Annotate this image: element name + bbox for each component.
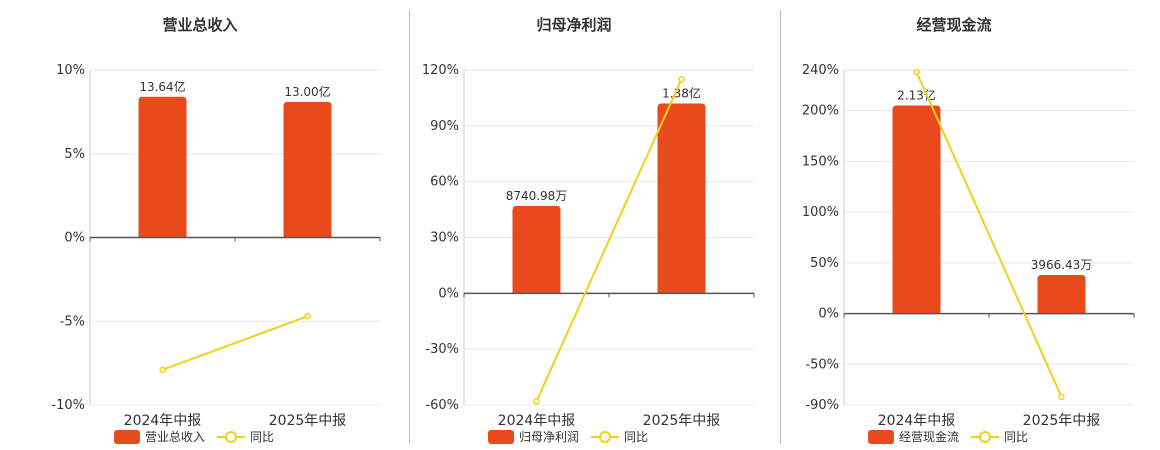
chart-svg: 10% 5% 0% -5% -10% 13.64亿 13.00亿 2024年中报 2025年中报 <box>51 63 381 429</box>
y-tick-label: 60% <box>430 175 459 190</box>
bar-data-label: 13.64亿 <box>139 79 185 94</box>
y-tick-label: 0% <box>818 307 839 322</box>
y-tick-label: -10% <box>51 398 85 413</box>
legend-bar-swatch <box>113 429 140 444</box>
x-tick-label: 2025年中报 <box>1023 413 1101 429</box>
legend-line-label: 同比 <box>624 430 649 444</box>
y-tick-label: 0% <box>438 286 459 301</box>
legend-bar-swatch <box>487 429 514 444</box>
chart-title: 归母净利润 <box>536 16 612 34</box>
yoy-point <box>304 312 311 320</box>
y-tick-label: 5% <box>64 147 85 162</box>
legend-bar-label: 归母净利润 <box>518 430 579 444</box>
y-tick-label: 240% <box>802 63 839 78</box>
bar-data-label: 13.00亿 <box>284 84 330 99</box>
legend-bar-label: 经营现金流 <box>898 430 959 444</box>
chart-title: 经营现金流 <box>916 16 992 34</box>
bar-data-label: 3966.43万 <box>1031 258 1093 272</box>
bar <box>657 103 706 294</box>
legend: 经营现金流 同比 <box>754 428 1154 445</box>
x-tick-label: 2024年中报 <box>498 413 576 429</box>
panel-divider <box>780 10 781 444</box>
yoy-point <box>913 68 920 76</box>
bar <box>283 101 332 238</box>
y-tick-label: 0% <box>64 231 85 246</box>
yoy-point <box>159 366 166 374</box>
legend-line-swatch <box>591 430 619 444</box>
y-tick-label: -5% <box>60 314 85 329</box>
chart-svg: 240%200%150%100%50%0%-50%-90%2.13亿3966.4… <box>802 63 1135 429</box>
bar-data-label: 8740.98万 <box>506 189 568 203</box>
bar <box>512 205 561 294</box>
yoy-line <box>535 78 683 402</box>
y-tick-label: 30% <box>430 231 459 246</box>
bar <box>892 105 941 314</box>
y-tick-label: 100% <box>802 205 839 220</box>
legend-line-swatch <box>971 430 999 444</box>
y-tick-label: -90% <box>805 398 839 413</box>
legend: 归母净利润 同比 <box>374 428 774 445</box>
x-tick-label: 2025年中报 <box>269 413 347 429</box>
y-tick-label: -50% <box>805 357 839 372</box>
chart-panel-net-profit: 归母净利润 120% 90% 60% 30% 0% -30% -60% 8740.98万 1.3… <box>374 0 774 450</box>
chart-title: 营业总收入 <box>162 16 238 34</box>
legend-line-label: 同比 <box>1004 430 1029 444</box>
yoy-point <box>533 398 540 405</box>
x-tick-label: 2024年中报 <box>124 413 202 429</box>
yoy-point <box>1058 393 1065 401</box>
y-tick-label: 50% <box>810 256 839 271</box>
y-tick-label: 90% <box>430 119 459 134</box>
y-tick-label: 150% <box>802 154 839 169</box>
yoy-point <box>678 76 685 83</box>
yoy-line <box>915 71 1063 398</box>
y-tick-label: 200% <box>802 104 839 119</box>
bar <box>1037 275 1086 314</box>
legend-line-label: 同比 <box>250 430 275 444</box>
legend-bar-label: 营业总收入 <box>144 430 205 444</box>
chart-panel-cash-flow: 经营现金流 240% 200% 150% 100% 50% 0% -50% -90% 2.13亿… <box>754 0 1154 450</box>
chart-panel-revenue: 营业总收入 10% 5% 0% -5% -10% 13.64亿 13.00亿 2024年中报 2… <box>0 0 400 450</box>
yoy-line <box>162 315 308 371</box>
legend-line-swatch <box>217 430 245 444</box>
panel-divider <box>409 10 410 444</box>
y-tick-label: 10% <box>56 63 85 78</box>
chart-svg: 120% 90% 60% 30% 0% -30% -60% 8740.98万 1.38亿 2024… <box>422 63 755 429</box>
bar <box>138 96 187 238</box>
x-tick-label: 2025年中报 <box>643 413 721 429</box>
legend: 营业总收入 同比 <box>0 428 400 445</box>
bar-data-label: 1.38亿 <box>662 86 701 101</box>
y-tick-label: -30% <box>425 342 459 357</box>
x-tick-label: 2024年中报 <box>878 413 956 429</box>
y-tick-label: 120% <box>422 63 459 78</box>
legend-bar-swatch <box>867 429 894 444</box>
y-tick-label: -60% <box>425 398 459 413</box>
